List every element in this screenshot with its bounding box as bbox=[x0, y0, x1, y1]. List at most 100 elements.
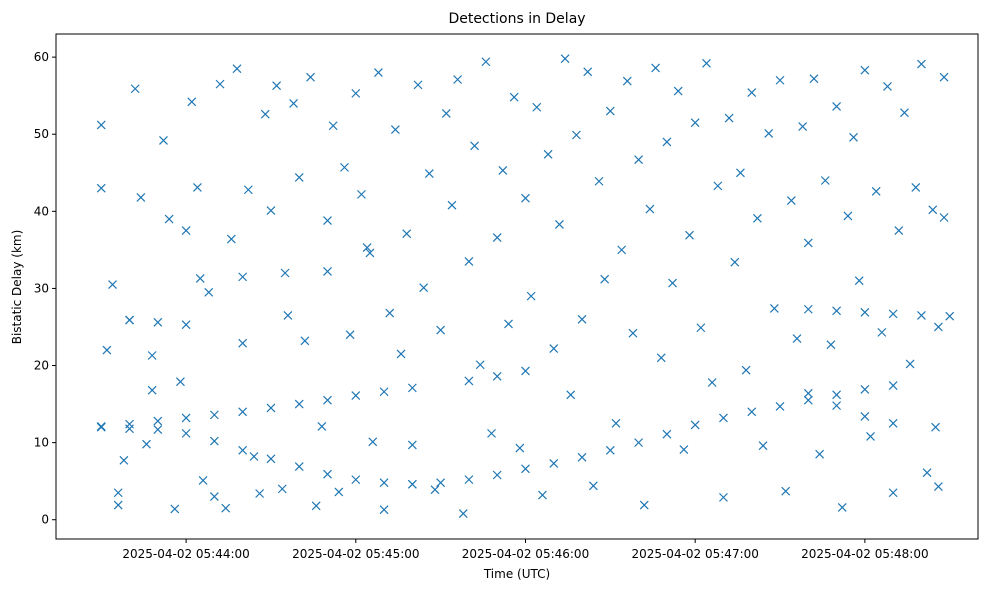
scatter-point bbox=[328, 121, 338, 131]
scatter-point bbox=[487, 428, 496, 438]
scatter-point bbox=[475, 360, 485, 370]
scatter-point bbox=[826, 340, 836, 350]
scatter-point bbox=[413, 80, 423, 90]
scatter-point bbox=[470, 141, 480, 151]
scatter-point bbox=[628, 328, 638, 338]
track-point bbox=[153, 416, 163, 426]
y-tick-label: 0 bbox=[41, 513, 49, 527]
scatter-point bbox=[877, 327, 887, 337]
scatter-point bbox=[758, 441, 768, 451]
track-point bbox=[803, 304, 813, 314]
scatter-point bbox=[509, 92, 519, 102]
track-point bbox=[605, 445, 615, 455]
scatter-point bbox=[781, 486, 791, 496]
scatter-point bbox=[549, 344, 559, 353]
scatter-point bbox=[515, 443, 525, 453]
x-tick-label: 2025-04-02 05:47:00 bbox=[631, 547, 758, 561]
track-point bbox=[832, 401, 842, 411]
scatter-point bbox=[266, 206, 276, 215]
scatter-point bbox=[283, 310, 293, 320]
scatter-point bbox=[809, 74, 819, 84]
track-point bbox=[294, 462, 304, 471]
scatter-point bbox=[441, 108, 451, 118]
track-point bbox=[125, 424, 134, 434]
scatter-point bbox=[170, 504, 180, 514]
scatter-point bbox=[351, 88, 361, 98]
scatter-point bbox=[504, 319, 513, 329]
scatter-point bbox=[407, 440, 417, 450]
scatter-point bbox=[668, 278, 677, 288]
scatter-point bbox=[498, 166, 508, 175]
scatter-point bbox=[226, 234, 236, 244]
scatter-point bbox=[147, 385, 157, 395]
scatter-point bbox=[837, 502, 847, 512]
track-point bbox=[351, 391, 361, 401]
scatter-point bbox=[911, 183, 921, 192]
scatter-point bbox=[164, 214, 174, 224]
scatter-point bbox=[323, 216, 332, 226]
scatter-point bbox=[832, 102, 842, 111]
track-point bbox=[153, 425, 163, 434]
scatter-point bbox=[747, 88, 757, 98]
scatter-point bbox=[317, 422, 327, 431]
track-point bbox=[492, 371, 502, 381]
y-tick-label: 10 bbox=[34, 436, 49, 450]
scatter-point bbox=[345, 330, 355, 340]
scatter-point bbox=[690, 118, 700, 128]
track-point bbox=[888, 381, 898, 390]
scatter-point bbox=[617, 245, 627, 255]
track-point bbox=[323, 267, 332, 276]
track-point bbox=[860, 385, 870, 394]
scatter-point bbox=[707, 378, 717, 387]
track-point bbox=[917, 310, 926, 320]
x-axis-ticks: 2025-04-02 05:44:00 2025-04-02 05:45:00 20… bbox=[122, 539, 929, 561]
track-point bbox=[195, 273, 205, 283]
y-tick-label: 60 bbox=[34, 50, 49, 64]
scatter-point bbox=[147, 351, 157, 360]
scatter-point bbox=[933, 482, 943, 491]
scatter-point bbox=[871, 186, 881, 196]
scatter-point bbox=[538, 490, 547, 500]
scatter-point bbox=[769, 304, 779, 313]
scatter-point bbox=[883, 82, 892, 91]
scatter-point bbox=[424, 169, 434, 178]
scatter-point bbox=[340, 162, 349, 172]
scatter-point bbox=[905, 359, 915, 369]
scatter-point bbox=[815, 449, 825, 459]
track-point bbox=[294, 399, 304, 409]
y-axis-ticks: 0 10 20 30 40 50 60 bbox=[34, 50, 56, 527]
scatter-point bbox=[792, 334, 802, 343]
scatter-point bbox=[939, 213, 949, 222]
scatter-point bbox=[656, 353, 666, 363]
scatter-point bbox=[577, 314, 587, 324]
scatter-point bbox=[215, 79, 225, 89]
scatter-point bbox=[713, 181, 723, 191]
scatter-point bbox=[928, 205, 938, 215]
scatter-point bbox=[113, 488, 123, 498]
track-point bbox=[181, 413, 191, 423]
track-point bbox=[280, 268, 290, 278]
scatter-point bbox=[390, 125, 400, 135]
scatter-point bbox=[198, 475, 208, 485]
scatter-point bbox=[566, 390, 576, 400]
scatter-point bbox=[900, 108, 909, 118]
track-point bbox=[266, 454, 276, 464]
scatter-point bbox=[96, 183, 106, 193]
scatter-point bbox=[764, 129, 774, 138]
track-point bbox=[209, 436, 219, 446]
track-point bbox=[238, 272, 248, 282]
y-tick-label: 30 bbox=[34, 281, 49, 295]
scatter-point bbox=[702, 58, 711, 68]
track-point bbox=[775, 401, 785, 411]
scatter-point bbox=[685, 230, 694, 240]
track-point bbox=[407, 479, 417, 489]
scatter-point bbox=[521, 193, 530, 203]
scatter-point bbox=[651, 63, 661, 73]
track-point bbox=[407, 383, 417, 393]
scatter-point bbox=[933, 322, 943, 332]
scatter-point bbox=[221, 503, 231, 513]
track-point bbox=[379, 478, 389, 488]
track-point bbox=[832, 306, 842, 316]
scatter-point bbox=[775, 75, 785, 85]
scatter-point bbox=[119, 455, 129, 465]
